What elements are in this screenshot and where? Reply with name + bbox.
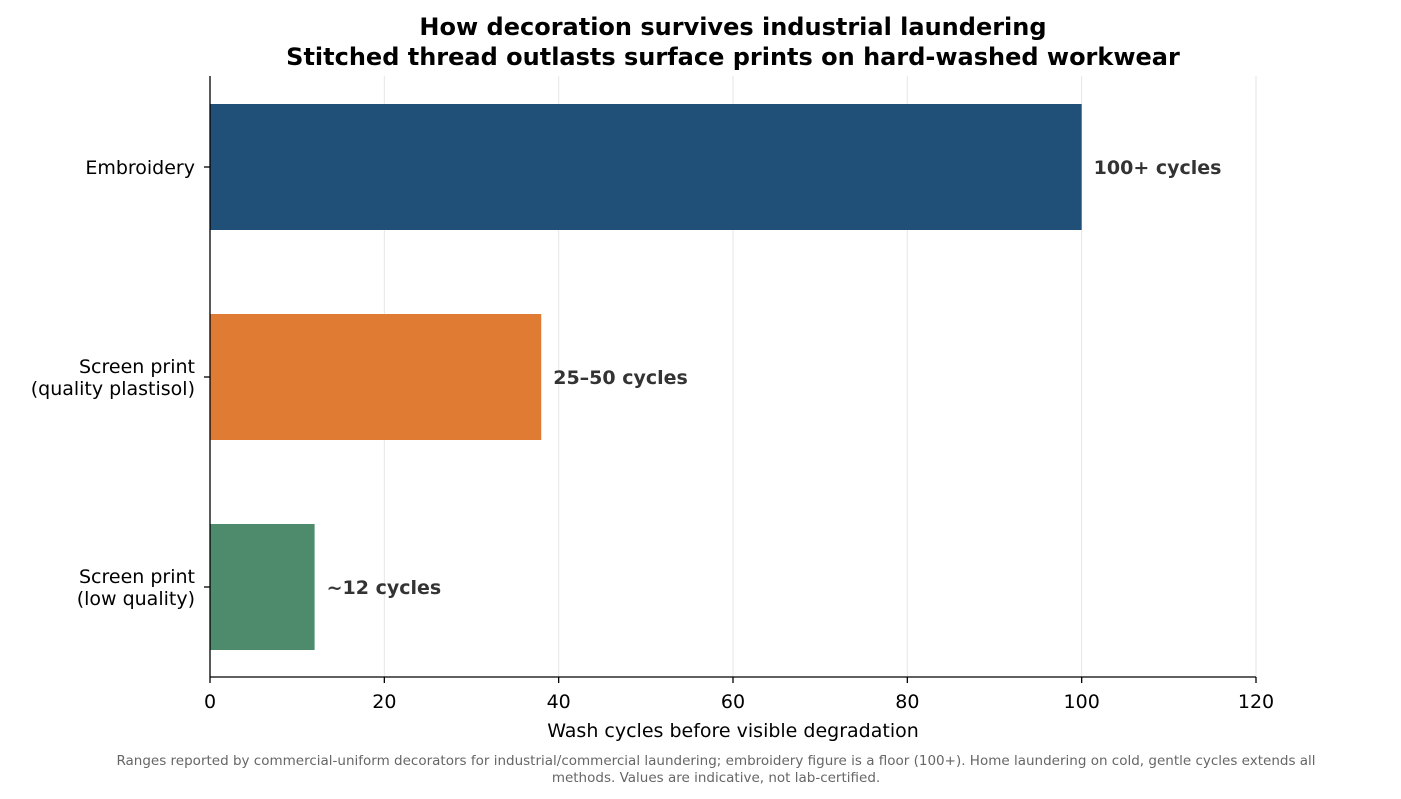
x-tick-label: 120: [1238, 691, 1274, 713]
x-tick-label: 20: [372, 691, 396, 713]
data-label: 100+ cycles: [1094, 157, 1222, 179]
y-tick-label: (low quality): [77, 588, 195, 610]
y-tick-label: Screen print: [79, 356, 195, 378]
x-tick-label: 40: [547, 691, 571, 713]
y-tick-label: Embroidery: [85, 157, 195, 179]
y-tick-label: Screen print: [79, 566, 195, 588]
x-tick-label: 60: [721, 691, 745, 713]
x-tick-label: 80: [895, 691, 919, 713]
bars: [210, 104, 1082, 650]
bar: [210, 314, 542, 440]
chart-subtitle: Stitched thread outlasts surface prints …: [286, 43, 1180, 71]
y-tick-label: (quality plastisol): [31, 378, 195, 400]
x-axis-label: Wash cycles before visible degradation: [547, 720, 919, 742]
data-label: 25–50 cycles: [553, 367, 688, 389]
data-label: ~12 cycles: [327, 577, 442, 599]
x-tick-label: 0: [204, 691, 216, 713]
footnote-line-1: Ranges reported by commercial-uniform de…: [116, 753, 1315, 769]
chart-title: How decoration survives industrial laund…: [419, 13, 1046, 41]
x-tick-label: 100: [1064, 691, 1100, 713]
data-labels: 100+ cycles 25–50 cycles ~12 cycles: [327, 157, 1222, 599]
x-axis-ticks: 0 20 40 60 80 100 120: [204, 677, 1274, 713]
bar: [210, 104, 1082, 230]
footnote-line-2: methods. Values are indicative, not lab-…: [552, 770, 880, 786]
bar: [210, 524, 315, 650]
